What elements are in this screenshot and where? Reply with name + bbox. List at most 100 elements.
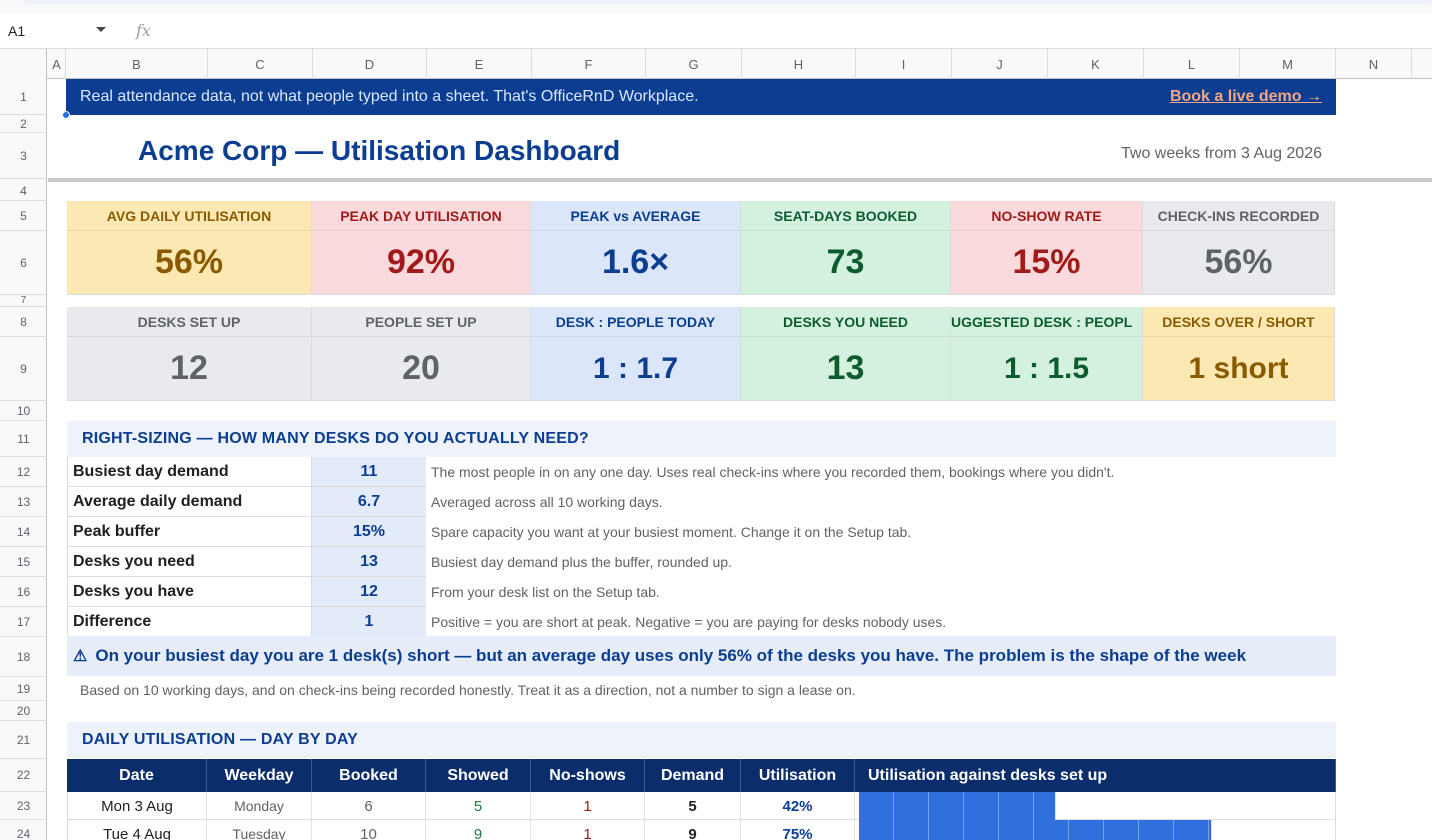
date-range: Two weeks from 3 Aug 2026 (1121, 145, 1322, 162)
column-header[interactable]: H (742, 49, 856, 79)
row-header[interactable]: 20 (0, 701, 47, 721)
kpi-card: NO-SHOW RATE 15% (951, 201, 1143, 295)
metric-description: Positive = you are short at peak. Negati… (431, 614, 947, 630)
row-header[interactable]: 3 (0, 133, 47, 179)
row-header[interactable]: 6 (0, 231, 47, 295)
column-header[interactable]: B (66, 49, 208, 79)
row-header[interactable]: 5 (0, 201, 47, 231)
insight-alert: ⚠ On your busiest day you are 1 desk(s) … (67, 636, 1336, 676)
column-headers: A B C D E F G H I J K L M N (0, 49, 1432, 79)
demand-cell: 9 (645, 820, 741, 840)
column-header[interactable]: C (208, 49, 313, 79)
booked-cell: 6 (312, 792, 426, 820)
kpi-card: DESKS YOU NEED 13 (741, 307, 951, 401)
row-header[interactable]: 18 (0, 637, 47, 677)
row-header[interactable]: 19 (0, 677, 47, 701)
showed-cell: 5 (426, 792, 531, 820)
metric-label: Difference (67, 607, 312, 637)
date-cell: Tue 4 Aug (67, 820, 207, 840)
metric-description: From your desk list on the Setup tab. (431, 584, 660, 600)
warning-icon: ⚠ (73, 648, 88, 665)
row-header[interactable]: 15 (0, 547, 47, 577)
row-header[interactable]: 2 (0, 115, 47, 133)
row-header[interactable]: 4 (0, 182, 47, 201)
column-header[interactable]: E (427, 49, 532, 79)
chevron-down-icon[interactable] (96, 27, 106, 32)
metric-value: 15% (312, 517, 426, 547)
kpi-card: AVG DAILY UTILISATION 56% (67, 201, 312, 295)
row-header[interactable]: 9 (0, 337, 47, 401)
sheet-grid[interactable]: Real attendance data, not what people ty… (48, 79, 1432, 840)
utilisation-bar-cell (855, 792, 1336, 820)
column-header[interactable]: K (1048, 49, 1144, 79)
column-header[interactable]: D (313, 49, 427, 79)
row-header[interactable]: 16 (0, 577, 47, 607)
book-demo-link[interactable]: Book a live demo → (1169, 88, 1322, 105)
kpi-card: PEOPLE SET UP 20 (312, 307, 531, 401)
table-row: Average daily demand 6.7 Averaged across… (67, 487, 1336, 517)
column-title: No-shows (531, 759, 645, 792)
row-header[interactable]: 10 (0, 401, 47, 421)
toolbar-strip (0, 0, 1432, 13)
metric-description: Averaged across all 10 working days. (431, 494, 663, 510)
row-header[interactable]: 8 (0, 307, 47, 337)
row-header[interactable]: 22 (0, 759, 47, 792)
column-header[interactable]: N (1336, 49, 1412, 79)
metric-label: Desks you have (67, 577, 312, 607)
noshows-cell: 1 (531, 820, 645, 840)
booked-cell: 10 (312, 820, 426, 840)
kpi-row-capacity: DESKS SET UP 12 PEOPLE SET UP 20 DESK : … (67, 307, 1335, 401)
kpi-label: DESKS OVER / SHORT (1143, 307, 1334, 337)
column-header[interactable]: J (952, 49, 1048, 79)
kpi-card: CHECK-INS RECORDED 56% (1143, 201, 1335, 295)
date-cell: Mon 3 Aug (67, 792, 207, 820)
row-header[interactable]: 21 (0, 721, 47, 759)
column-title: Showed (426, 759, 531, 792)
page-title: Acme Corp — Utilisation Dashboard (138, 135, 621, 166)
column-header[interactable]: A (48, 49, 66, 79)
kpi-label: UGGESTED DESK : PEOPL (951, 307, 1142, 337)
utilisation-cell: 75% (741, 820, 855, 840)
kpi-card: DESKS SET UP 12 (67, 307, 312, 401)
select-all-corner[interactable] (0, 49, 47, 79)
row-header[interactable]: 14 (0, 517, 47, 547)
selection-handle[interactable] (62, 111, 70, 119)
column-title: Utilisation (741, 759, 855, 792)
metric-value: 12 (312, 577, 426, 607)
kpi-card: DESKS OVER / SHORT 1 short (1143, 307, 1335, 401)
column-header[interactable]: G (646, 49, 742, 79)
utilisation-cell: 42% (741, 792, 855, 820)
kpi-label: AVG DAILY UTILISATION (67, 201, 311, 231)
column-header[interactable]: M (1240, 49, 1336, 79)
column-header[interactable]: L (1144, 49, 1240, 79)
alert-text: On your busiest day you are 1 desk(s) sh… (95, 646, 1247, 665)
row-headers: 1 2 3 4 5 6 7 8 9 10 11 12 13 14 15 16 1… (0, 79, 47, 840)
row-header[interactable]: 12 (0, 457, 47, 487)
name-box[interactable]: A1 (0, 13, 118, 48)
row-header[interactable]: 24 (0, 820, 47, 840)
kpi-label: PEOPLE SET UP (312, 307, 530, 337)
table-row: Mon 3 Aug Monday 6 5 1 5 42% (67, 792, 1336, 820)
column-header[interactable]: F (532, 49, 646, 79)
row-header[interactable]: 13 (0, 487, 47, 517)
utilisation-bar-cell (855, 820, 1336, 840)
column-title: Demand (645, 759, 741, 792)
row-header[interactable]: 11 (0, 421, 47, 457)
kpi-value: 13 (826, 349, 865, 387)
row-header[interactable]: 17 (0, 607, 47, 637)
metric-value: 1 (312, 607, 426, 637)
table-row: Desks you need 13 Busiest day demand plu… (67, 547, 1336, 577)
kpi-label: PEAK DAY UTILISATION (312, 201, 530, 231)
cell-reference: A1 (8, 22, 26, 39)
row-header[interactable]: 7 (0, 295, 47, 307)
freeze-divider[interactable] (48, 178, 1432, 182)
table-row: Busiest day demand 11 The most people in… (67, 457, 1336, 487)
row-header[interactable]: 23 (0, 792, 47, 820)
table-row: Desks you have 12 From your desk list on… (67, 577, 1336, 607)
showed-cell: 9 (426, 820, 531, 840)
kpi-value: 56% (154, 243, 224, 281)
metric-description: The most people in on any one day. Uses … (431, 464, 1115, 480)
row-header[interactable]: 1 (0, 79, 47, 115)
kpi-label: NO-SHOW RATE (951, 201, 1142, 231)
column-header[interactable]: I (856, 49, 952, 79)
